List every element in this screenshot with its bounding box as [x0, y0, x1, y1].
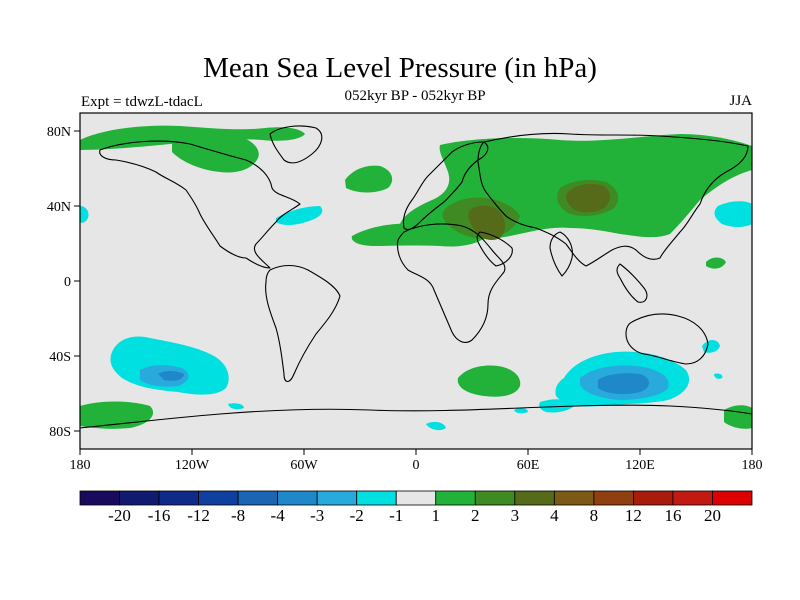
colorbar-label: -20	[108, 506, 131, 525]
pressure-anomaly-fields	[80, 125, 752, 431]
season-label: JJA	[729, 93, 752, 109]
coastline-north-america	[99, 140, 301, 269]
colorbar-swatch	[474, 490, 516, 506]
colorbar-swatch	[395, 490, 437, 506]
coastline-asia	[477, 132, 749, 267]
coastline-africa	[396, 223, 506, 343]
x-tick-label: 180	[742, 458, 763, 473]
x-tick-label: 120W	[175, 458, 210, 473]
negative-anomaly-regions	[80, 201, 752, 431]
colorbar-swatch	[277, 490, 318, 506]
colorbar-swatch	[79, 490, 120, 506]
coastline-antarctica	[80, 404, 752, 429]
colorbar-swatch	[553, 490, 595, 506]
axis-tick-marks	[74, 130, 753, 455]
colorbar-swatch	[237, 490, 279, 506]
colorbar-swatch	[158, 490, 199, 506]
colorbar-label: 4	[550, 506, 559, 525]
coastline-arabia	[476, 231, 513, 267]
colorbar-swatch	[672, 490, 713, 506]
colorbar-label: -12	[187, 506, 210, 525]
colorbar-label: -1	[389, 506, 404, 525]
colorbar	[79, 490, 753, 506]
negative-region-south-pacific	[110, 336, 229, 395]
strong-negative-region-south-pacific	[158, 371, 184, 381]
negative-region-antarctic-small-1	[228, 403, 244, 410]
y-tick-labels: 80N 40N 0 40S 80S	[47, 125, 71, 440]
colorbar-label: 16	[664, 506, 682, 525]
strong-negative-regions	[158, 371, 649, 395]
x-tick-label: 60E	[517, 458, 540, 473]
colorbar-swatch	[119, 490, 160, 506]
colorbar-swatch	[514, 490, 555, 506]
coastline-india	[549, 231, 573, 277]
colorbar-label: 12	[624, 506, 642, 525]
colorbar-label: 8	[589, 506, 599, 525]
y-tick-label: 40N	[47, 200, 71, 215]
positive-region-mid-atlantic	[345, 165, 393, 193]
y-tick-label: 40S	[49, 350, 71, 365]
negative-region-antarctic-small-4	[714, 373, 723, 379]
y-tick-label: 80S	[49, 425, 71, 440]
positive-region-west-pacific	[706, 257, 726, 269]
coastlines	[80, 125, 752, 429]
negative-region-antarctic-small-3	[514, 407, 528, 414]
colorbar-label: 1	[431, 506, 441, 525]
colorbar-swatch	[593, 490, 634, 506]
negative-region-south-indian-east	[539, 399, 576, 413]
map-subtitle: 052kyr BP - 052kyr BP	[344, 88, 486, 104]
coastline-greenland	[269, 125, 323, 164]
positive-region-north-africa	[351, 223, 486, 247]
strong-positive-regions	[468, 184, 610, 240]
negative-region-north-pacific-east	[80, 206, 89, 223]
y-tick-label: 0	[64, 275, 71, 290]
colorbar-label: 3	[510, 506, 520, 525]
x-tick-labels: 180 120W 60W 0 60E 120E 180	[70, 458, 763, 473]
colorbar-swatch	[316, 490, 358, 506]
colorbar-swatch	[356, 490, 397, 506]
negative-region-antarctic-small-2	[426, 421, 446, 431]
x-tick-label: 60W	[290, 458, 318, 473]
x-tick-label: 0	[413, 458, 420, 473]
strong-negative-region-southern-indian	[598, 373, 649, 395]
x-tick-label: 120E	[625, 458, 655, 473]
negative-region-north-atlantic	[276, 206, 323, 225]
colorbar-label: -16	[147, 506, 171, 525]
colorbar-label: 20	[703, 506, 721, 525]
colorbar-label: -4	[270, 506, 285, 525]
strong-positive-region-arabia	[468, 205, 506, 240]
negative-region-north-pacific-west	[714, 201, 752, 227]
positive-region-southern-africa	[457, 365, 521, 397]
colorbar-label: -8	[231, 506, 246, 525]
colorbar-swatch	[633, 490, 674, 506]
map-title: Mean Sea Level Pressure (in hPa)	[203, 52, 597, 84]
coastline-australia	[625, 313, 709, 365]
colorbar-label: -3	[310, 506, 325, 525]
experiment-label: Expt = tdwzL-tdacL	[81, 94, 203, 110]
y-tick-label: 80N	[47, 125, 71, 140]
coastline-europe	[402, 141, 489, 231]
colorbar-swatch	[435, 490, 476, 506]
colorbar-swatch	[712, 490, 753, 506]
colorbar-label: -2	[349, 506, 364, 525]
colorbar-label: 2	[471, 506, 480, 525]
x-tick-label: 180	[70, 458, 91, 473]
coastline-southeast-asia	[616, 263, 648, 303]
strong-positive-region-tibet	[565, 184, 610, 213]
coastline-south-america	[265, 264, 341, 383]
colorbar-swatch	[198, 490, 239, 506]
